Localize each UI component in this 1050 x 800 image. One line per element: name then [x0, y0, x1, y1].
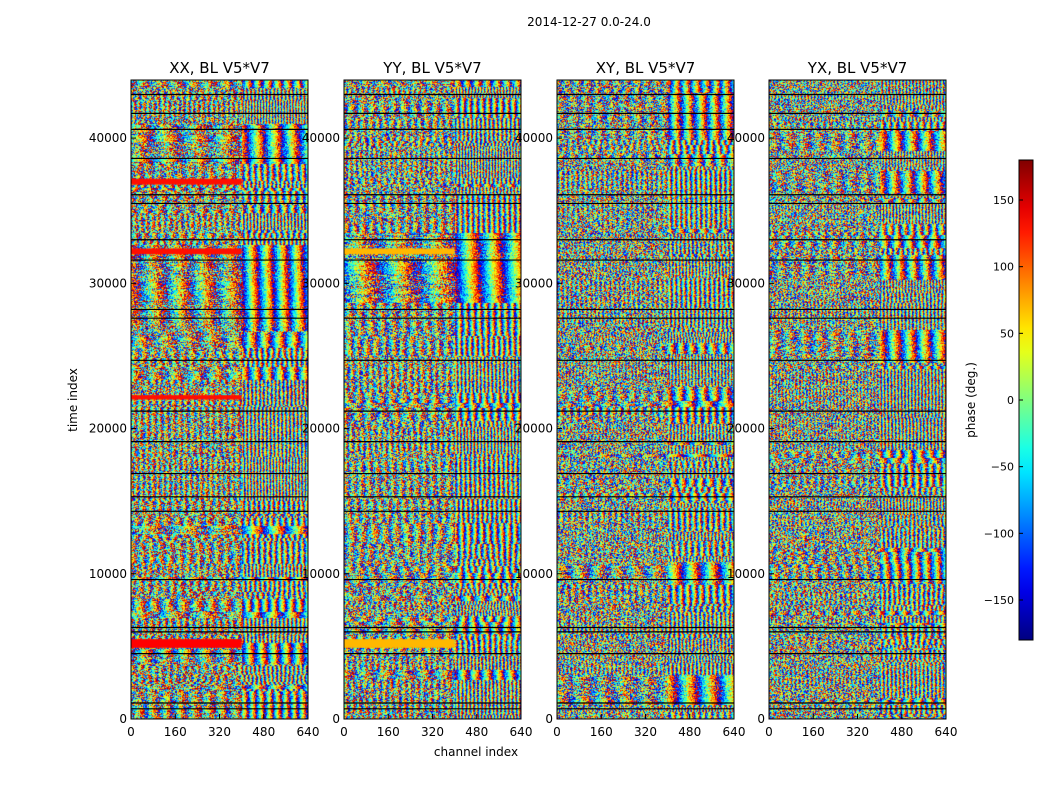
heatmap-image: [131, 80, 308, 719]
x-tick-label: 640: [723, 725, 746, 739]
colorbar-tick-label: 50: [1000, 327, 1014, 340]
panel-yy: YY, BL V5*V7 0 160 320 480 640 0 10000 20000 3000…: [302, 59, 533, 739]
colorbar-tick-label: −150: [984, 594, 1014, 607]
y-tick-label: 30000: [89, 276, 127, 290]
figure-title: 2014-12-27 0.0-24.0: [527, 15, 651, 29]
panel-yx: YX, BL V5*V7 0 160 320 480 640 0 10000 20000 3000…: [727, 59, 958, 739]
x-tick-label: 320: [846, 725, 869, 739]
y-tick-label: 20000: [302, 422, 340, 436]
y-tick-label: 30000: [302, 276, 340, 290]
x-tick-label: 320: [634, 725, 657, 739]
x-tick-label: 480: [252, 725, 275, 739]
heatmap-image: [557, 80, 734, 719]
panels-group: XX, BL V5*V7 0 160 320 480 640 0 10000 20000 3000…: [89, 59, 958, 739]
x-tick-label: 160: [164, 725, 187, 739]
y-tick-label: 0: [757, 712, 765, 726]
colorbar-tick-label: −100: [984, 527, 1014, 540]
x-tick-label: 480: [678, 725, 701, 739]
x-tick-label: 640: [510, 725, 533, 739]
x-tick-label: 0: [553, 725, 561, 739]
x-tick-label: 320: [421, 725, 444, 739]
y-tick-label: 10000: [89, 567, 127, 581]
x-tick-label: 480: [890, 725, 913, 739]
y-tick-label: 20000: [515, 422, 553, 436]
y-tick-label: 40000: [515, 131, 553, 145]
colorbar-tick-label: 150: [993, 194, 1014, 207]
y-tick-label: 40000: [302, 131, 340, 145]
colorbar-label: phase (deg.): [964, 362, 978, 438]
y-tick-label: 40000: [89, 131, 127, 145]
x-tick-label: 320: [208, 725, 231, 739]
x-tick-label: 0: [765, 725, 773, 739]
x-tick-label: 0: [340, 725, 348, 739]
panel-title: YY, BL V5*V7: [382, 59, 481, 77]
y-tick-label: 0: [545, 712, 553, 726]
y-tick-label: 10000: [727, 567, 765, 581]
heatmap-image: [769, 80, 946, 719]
y-tick-label: 30000: [515, 276, 553, 290]
y-tick-label: 20000: [89, 422, 127, 436]
panel-xy: XY, BL V5*V7 0 160 320 480 640 0 10000 20000 3000…: [515, 59, 746, 739]
y-tick-label: 0: [332, 712, 340, 726]
x-tick-label: 640: [935, 725, 958, 739]
y-tick-label: 30000: [727, 276, 765, 290]
y-tick-label: 10000: [302, 567, 340, 581]
x-tick-label: 480: [465, 725, 488, 739]
y-tick-label: 20000: [727, 422, 765, 436]
panel-title: XX, BL V5*V7: [169, 59, 270, 77]
colorbar-tick-label: 100: [993, 261, 1014, 274]
colorbar-tick-label: 0: [1007, 394, 1014, 407]
x-tick-label: 160: [590, 725, 613, 739]
panel-title: XY, BL V5*V7: [596, 59, 696, 77]
colorbar: 150 100 50 0 −50 −100 −150: [984, 159, 1034, 641]
x-axis-label: channel index: [434, 745, 518, 759]
x-tick-label: 640: [297, 725, 320, 739]
x-tick-label: 0: [127, 725, 135, 739]
y-tick-label: 0: [119, 712, 127, 726]
x-tick-label: 160: [377, 725, 400, 739]
y-tick-label: 40000: [727, 131, 765, 145]
panel-xx: XX, BL V5*V7 0 160 320 480 640 0 10000 20000 3000…: [89, 59, 320, 739]
y-tick-label: 10000: [515, 567, 553, 581]
colorbar-tick-label: −50: [991, 461, 1014, 474]
heatmap-image: [344, 80, 521, 719]
y-axis-label: time index: [66, 368, 80, 432]
x-tick-label: 160: [802, 725, 825, 739]
panel-title: YX, BL V5*V7: [807, 59, 908, 77]
